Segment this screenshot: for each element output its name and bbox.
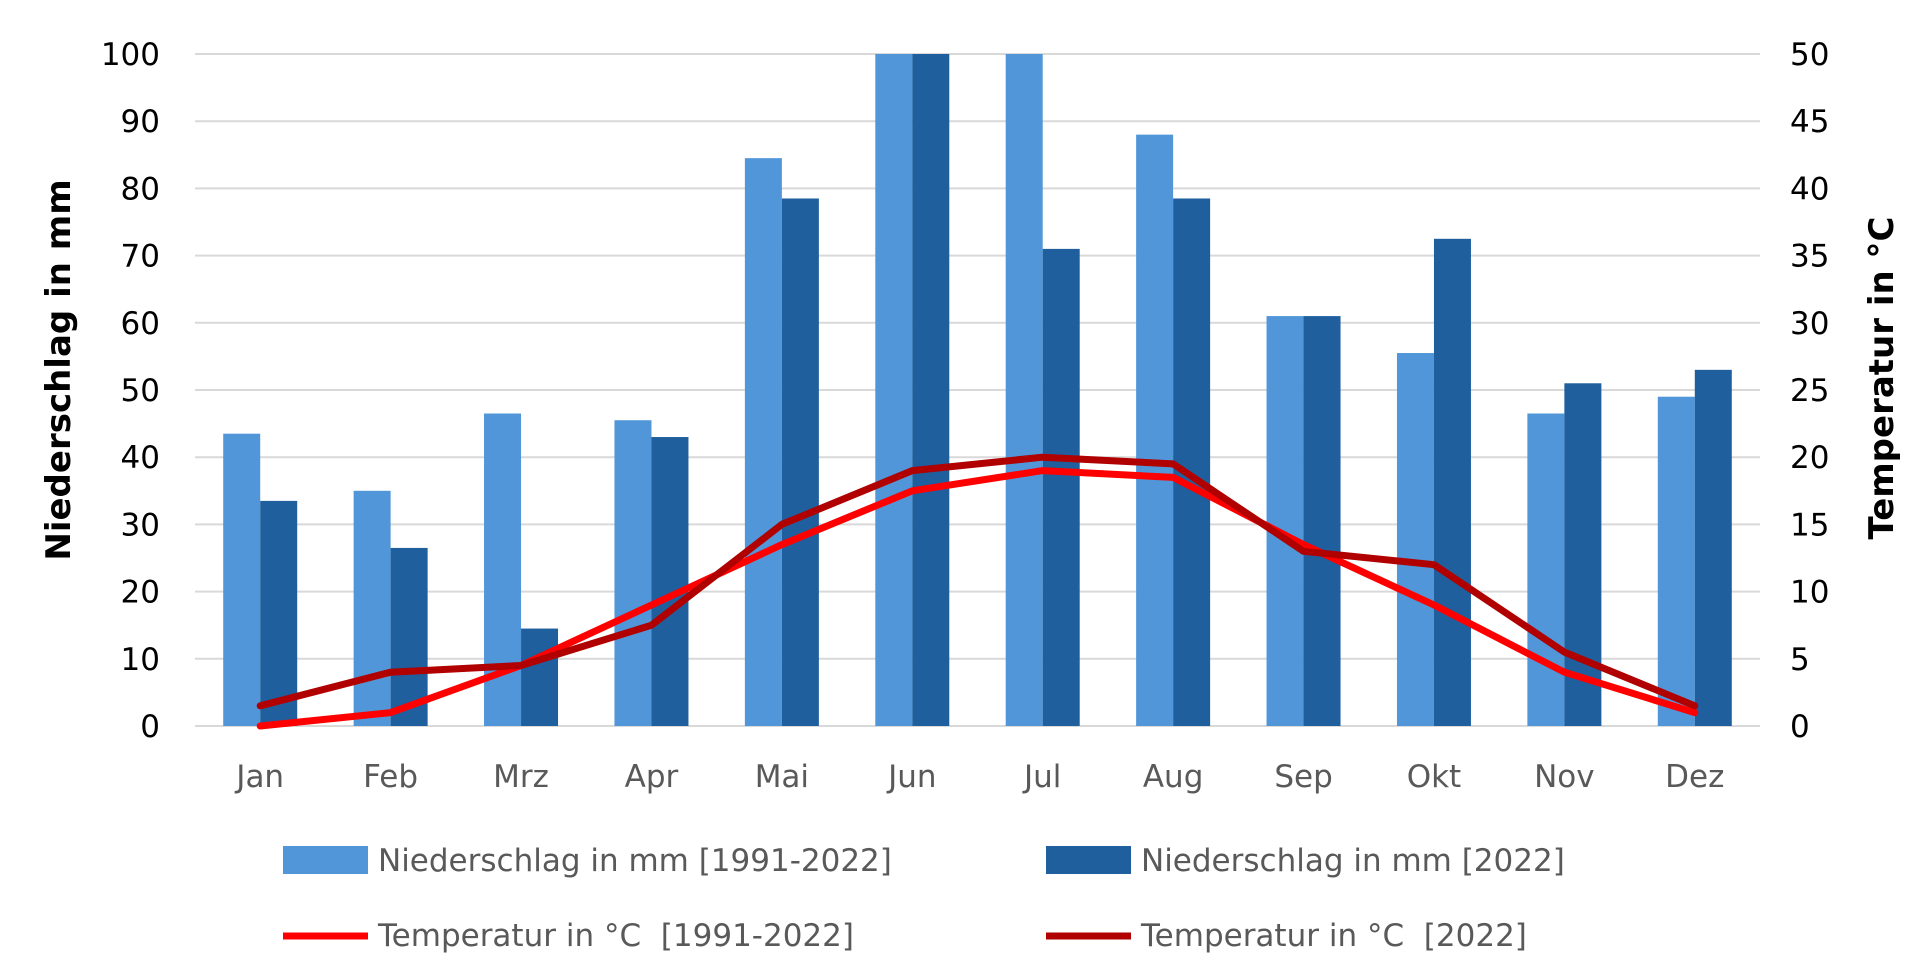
- y-tick-right: 15: [1790, 507, 1829, 543]
- y-tick-left: 80: [121, 171, 160, 207]
- line-temp-1991-2022: [256, 467, 1699, 730]
- bar-precip-2022: [1173, 198, 1211, 727]
- bar-precip-1991-2022: [614, 420, 652, 726]
- temperature-lines: [256, 453, 1699, 730]
- x-tick-label: Aug: [1143, 759, 1204, 795]
- legend-swatch-precip-2022: [1046, 846, 1131, 874]
- axis-ticks: 0 10 20 30 40 50 60 70 80 90 100 0 5 10 15 20 25 30 35 40 45…: [101, 37, 1830, 745]
- legend-label-temp-1991-2022: Temperatur in °C [1991-2022]: [377, 918, 854, 954]
- y-tick-right: 40: [1790, 171, 1829, 207]
- x-tick-label: Sep: [1274, 759, 1332, 795]
- x-tick-label: Jan: [234, 759, 284, 795]
- bar-precip-1991-2022: [353, 490, 391, 726]
- y-tick-right: 50: [1790, 37, 1829, 73]
- y-axis-title-left: Niederschlag in mm: [39, 179, 79, 560]
- bar-precip-2022: [1042, 248, 1080, 726]
- legend-label-temp-2022: Temperatur in °C [2022]: [1140, 918, 1527, 954]
- bar-precip-1991-2022: [744, 158, 782, 726]
- legend-item-temp-1991-2022: Temperatur in °C [1991-2022]: [283, 918, 854, 954]
- legend-label-precip-1991-2022: Niederschlag in mm [1991-2022]: [378, 843, 892, 879]
- x-tick-label: Mai: [755, 759, 809, 795]
- legend-item-precip-2022: Niederschlag in mm [2022]: [1046, 843, 1565, 879]
- bar-precip-1991-2022: [223, 433, 261, 726]
- x-tick-label: Dez: [1665, 759, 1724, 795]
- y-tick-right: 30: [1790, 306, 1829, 342]
- legend-swatch-precip-1991-2022: [283, 846, 368, 874]
- y-tick-right: 10: [1790, 575, 1829, 611]
- bar-precip-1991-2022: [1266, 316, 1304, 726]
- x-tick-label: Apr: [625, 759, 679, 795]
- y-tick-left: 10: [121, 642, 160, 678]
- y-tick-left: 0: [140, 709, 160, 745]
- y-tick-left: 60: [121, 306, 160, 342]
- bar-precip-1991-2022: [875, 54, 913, 726]
- bar-precip-1991-2022: [1005, 54, 1043, 726]
- category-labels: Jan Feb Mrz Apr Mai Jun Jul Aug Sep Okt Nov Dez: [234, 759, 1724, 795]
- bar-precip-1991-2022: [1396, 353, 1434, 726]
- bar-precip-2022: [912, 54, 950, 726]
- x-tick-label: Jun: [886, 759, 936, 795]
- bar-precip-2022: [651, 437, 689, 726]
- bar-precip-2022: [390, 547, 428, 726]
- y-tick-right: 35: [1790, 239, 1829, 275]
- bar-precip-2022: [260, 500, 298, 726]
- bar-precip-1991-2022: [1527, 413, 1565, 726]
- x-tick-label: Okt: [1407, 759, 1462, 795]
- legend-item-precip-1991-2022: Niederschlag in mm [1991-2022]: [283, 843, 892, 879]
- y-tick-left: 30: [121, 507, 160, 543]
- bar-precip-2022: [1694, 369, 1732, 726]
- y-tick-right: 5: [1790, 642, 1810, 678]
- bar-precip-1991-2022: [1657, 396, 1695, 726]
- gridlines: [195, 53, 1760, 727]
- x-tick-label: Jul: [1022, 759, 1061, 795]
- bar-precip-2022: [1433, 238, 1471, 727]
- legend: Niederschlag in mm [1991-2022] Niedersch…: [283, 843, 1565, 954]
- x-tick-label: Mrz: [493, 759, 549, 795]
- y-tick-right: 25: [1790, 373, 1829, 409]
- bar-precip-2022: [1564, 383, 1602, 726]
- y-tick-right: 45: [1790, 104, 1829, 140]
- y-tick-left: 100: [101, 37, 160, 73]
- y-tick-left: 40: [121, 440, 160, 476]
- bar-precip-2022: [1303, 316, 1341, 726]
- y-tick-left: 90: [121, 104, 160, 140]
- bars: [223, 54, 1732, 727]
- x-tick-label: Nov: [1534, 759, 1595, 795]
- x-tick-label: Feb: [363, 759, 418, 795]
- y-tick-right: 20: [1790, 440, 1829, 476]
- bar-precip-2022: [781, 198, 819, 727]
- y-tick-left: 50: [121, 373, 160, 409]
- y-axis-title-right: Temperatur in °C: [1862, 217, 1902, 540]
- bar-precip-1991-2022: [1136, 134, 1174, 726]
- line-temp-2022: [256, 453, 1699, 710]
- y-tick-right: 0: [1790, 709, 1810, 745]
- y-tick-left: 70: [121, 239, 160, 275]
- y-tick-left: 20: [121, 575, 160, 611]
- legend-item-temp-2022: Temperatur in °C [2022]: [1046, 918, 1527, 954]
- bar-precip-2022: [521, 628, 559, 726]
- legend-label-precip-2022: Niederschlag in mm [2022]: [1141, 843, 1565, 879]
